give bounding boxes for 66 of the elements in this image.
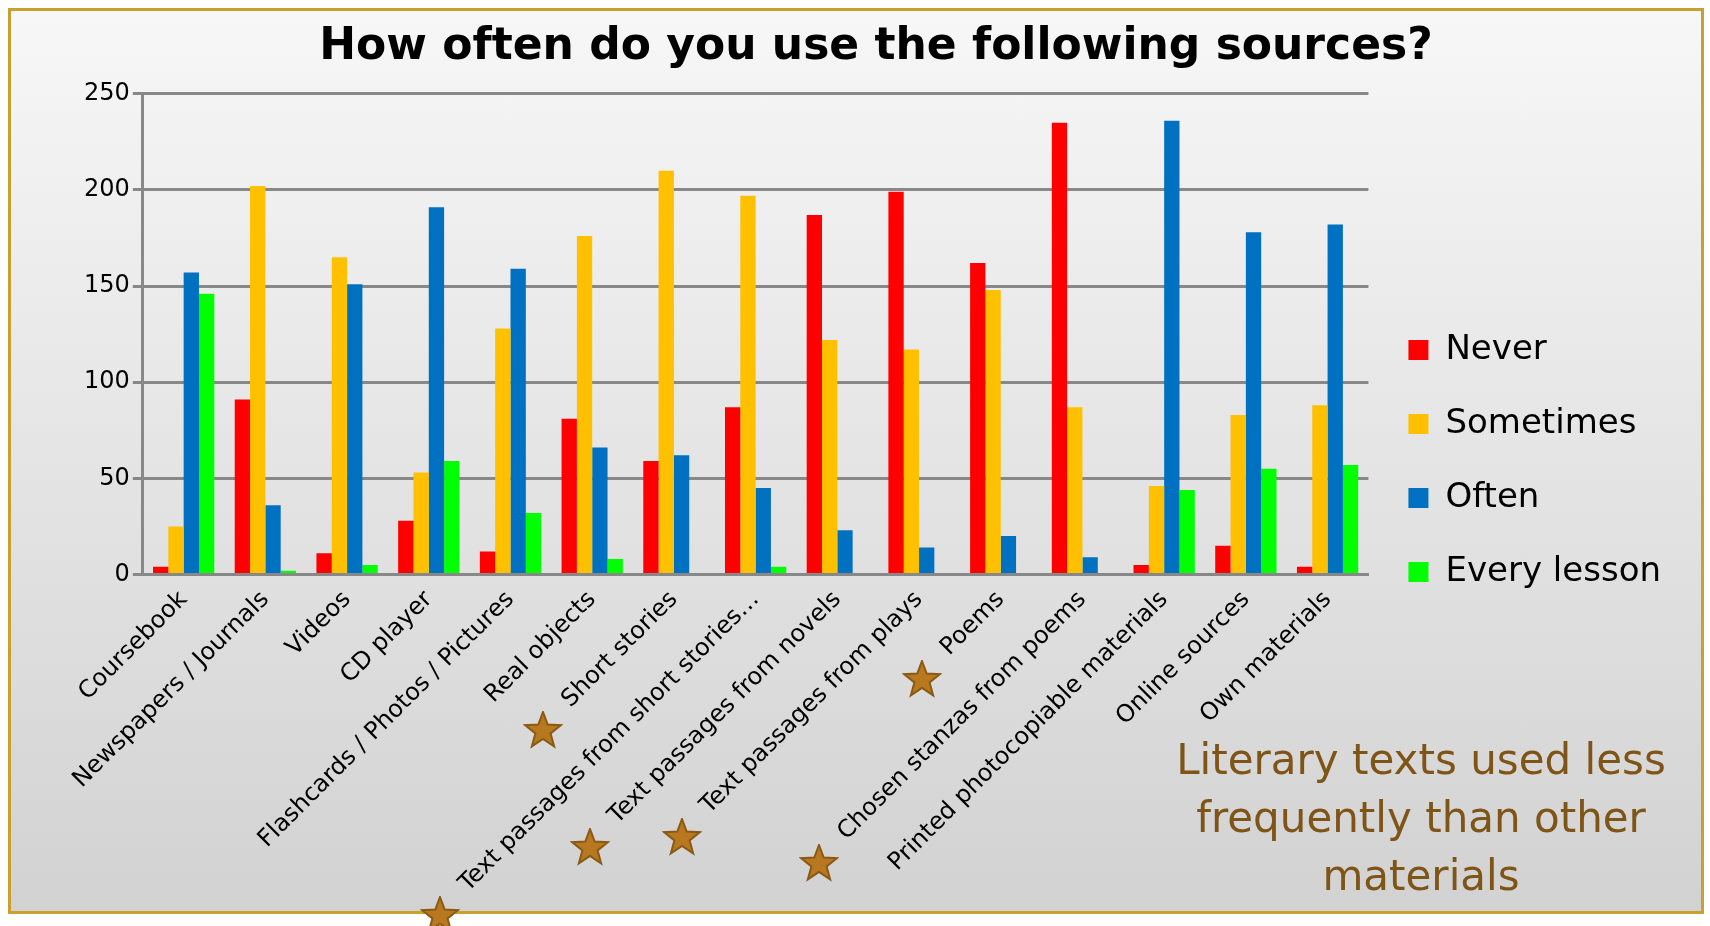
bar [919, 547, 935, 573]
bar [576, 236, 593, 573]
bar [888, 191, 904, 573]
bar [1133, 564, 1149, 573]
bar [643, 461, 659, 573]
bar [525, 512, 542, 573]
bar [740, 195, 756, 573]
bar [1230, 414, 1246, 573]
bar [1148, 486, 1165, 573]
y-tick-label: 150 [84, 270, 130, 299]
bar [822, 339, 838, 573]
bar [770, 566, 787, 573]
bar [316, 553, 332, 573]
bar [607, 559, 623, 573]
bar [1296, 566, 1313, 573]
bar [970, 263, 986, 573]
legend-label: Never [1445, 326, 1547, 367]
bar [479, 551, 496, 573]
bar [1164, 120, 1180, 573]
legend-label: Sometimes [1445, 400, 1637, 441]
y-tick-label: 250 [84, 78, 130, 107]
bar [1342, 464, 1359, 573]
bar [510, 268, 526, 573]
bar [428, 207, 445, 573]
text: Literary texts used less frequently than other materials [1176, 735, 1666, 900]
bar [592, 447, 608, 573]
bar [1327, 224, 1343, 573]
y-tick-label: 200 [84, 174, 130, 203]
bar [1215, 545, 1231, 573]
bar [234, 399, 251, 573]
bar [903, 349, 920, 573]
bar [183, 272, 199, 573]
bar [168, 526, 184, 573]
y-tick-label: 100 [84, 366, 130, 395]
bar [561, 418, 577, 573]
bar [198, 293, 215, 573]
bar [1179, 489, 1195, 573]
bar [1245, 232, 1262, 573]
y-tick-label: 50 [99, 462, 130, 491]
bar [398, 520, 414, 573]
y-tick-label: 0 [114, 558, 130, 587]
bar [444, 461, 460, 573]
bar [250, 186, 266, 573]
bar [413, 472, 429, 573]
bar [1051, 122, 1068, 573]
bar [331, 257, 348, 573]
bar [985, 289, 1001, 573]
bar [658, 170, 674, 573]
bar [362, 564, 378, 573]
bar [837, 530, 853, 573]
bar [495, 328, 511, 573]
bar [153, 566, 169, 573]
bar [1067, 407, 1083, 573]
legend-label: Often [1445, 474, 1540, 515]
bar [755, 487, 771, 573]
chart-title: How often do you use the following sources? [319, 17, 1433, 69]
bar [1261, 468, 1277, 573]
bar [1000, 536, 1017, 573]
bar [806, 214, 823, 573]
bar [347, 284, 363, 573]
legend-label: Every lesson [1445, 548, 1662, 589]
bar [673, 455, 690, 573]
bar [724, 407, 741, 573]
bar [1082, 557, 1098, 573]
bar [265, 505, 281, 573]
bar [1312, 405, 1328, 573]
